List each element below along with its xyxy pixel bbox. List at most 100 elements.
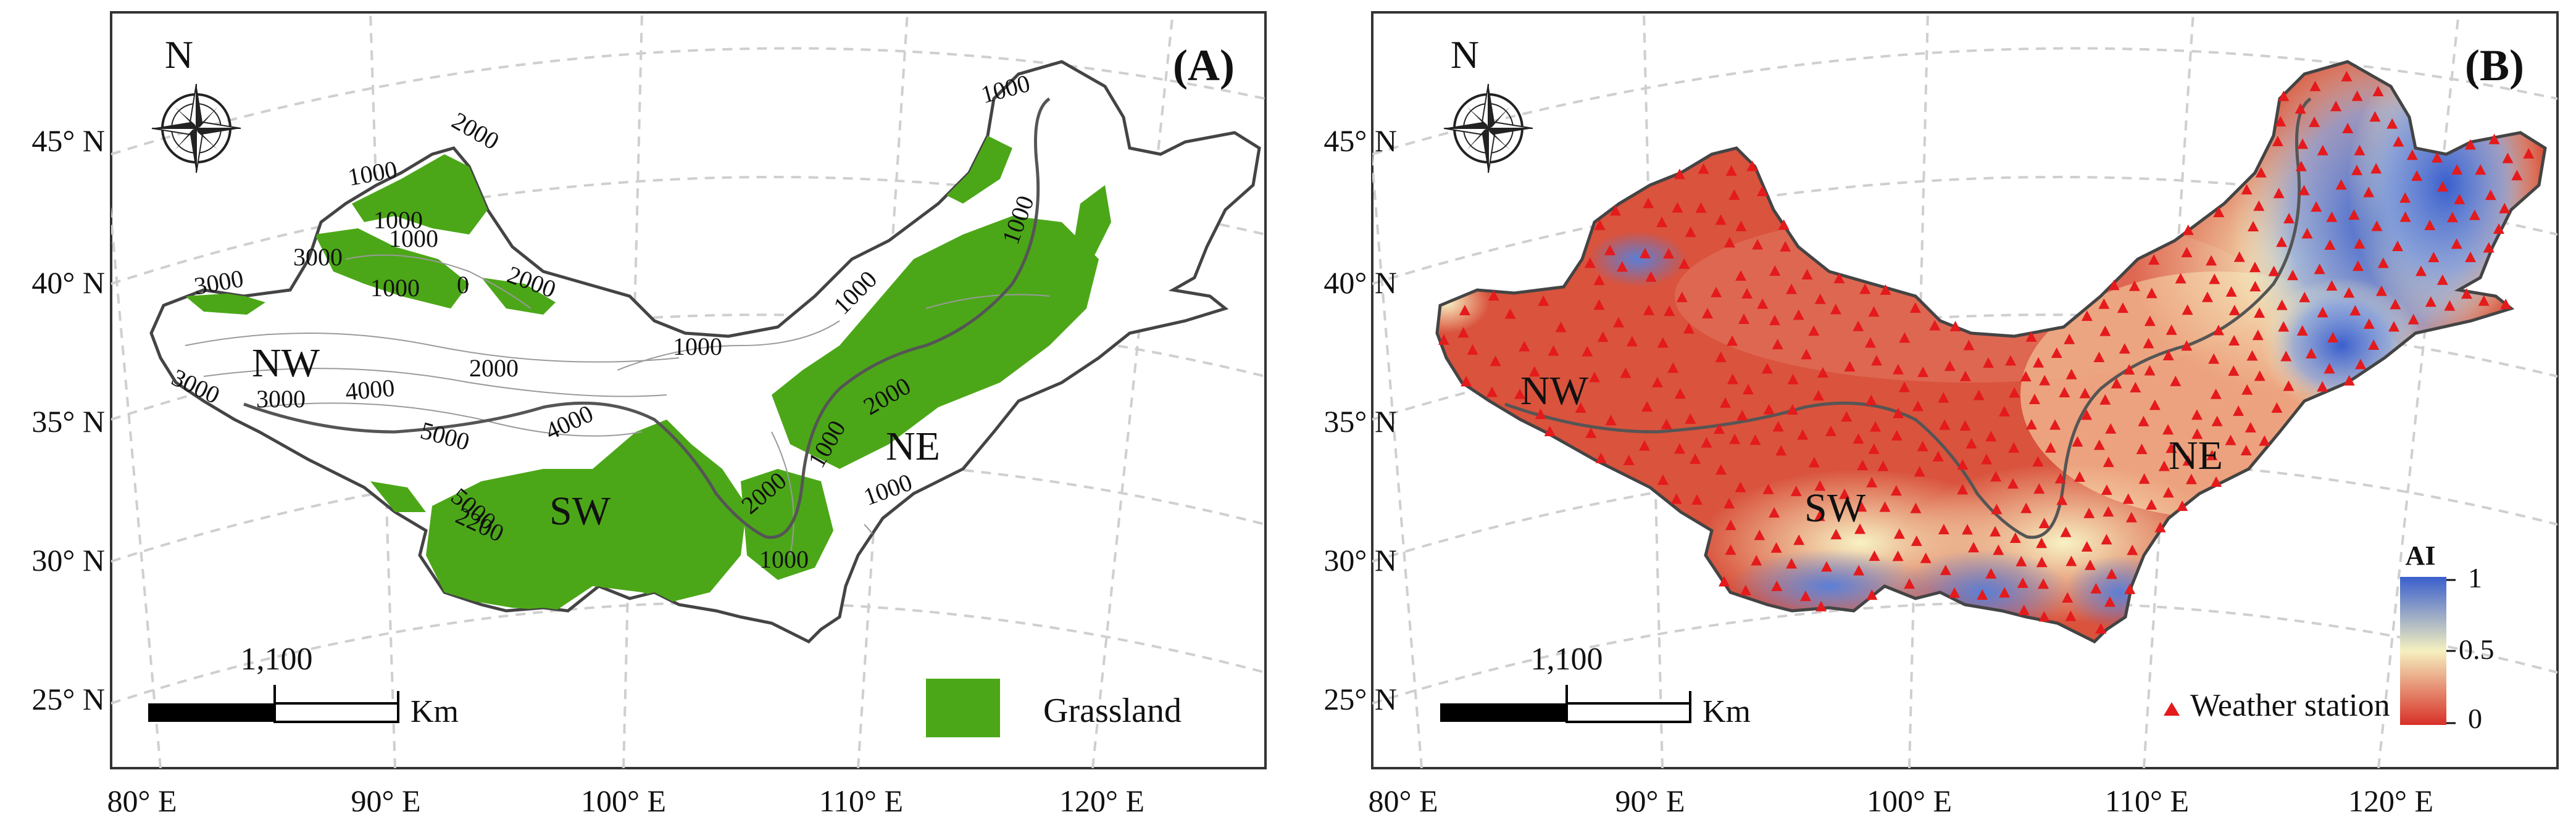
weather-station-marker: [2330, 101, 2342, 112]
weather-station-marker: [2181, 340, 2193, 351]
weather-station-marker: [1643, 197, 1654, 209]
region-label-ne: NE: [2169, 433, 2223, 478]
weather-station-marker: [1770, 542, 1782, 553]
weather-station-marker: [1584, 257, 1596, 268]
panel-label: (B): [2465, 41, 2524, 90]
weather-station-marker: [2343, 287, 2355, 298]
weather-station-marker: [1741, 288, 1753, 299]
weather-station-marker: [1711, 286, 1722, 297]
weather-station-marker: [2446, 212, 2458, 223]
weather-station-marker: [1857, 460, 1869, 471]
weather-station-marker: [1990, 526, 2001, 537]
weather-station-marker: [2143, 337, 2154, 349]
contour-label: 1000: [373, 206, 423, 234]
weather-station-marker: [2136, 444, 2148, 455]
weather-station-marker: [1940, 565, 1951, 576]
weather-station-marker: [2276, 299, 2288, 310]
weather-station-marker: [2309, 80, 2321, 91]
map-panel-a: 2000 1000 1000 3000 3000 1000 2000 0 100…: [31, 11, 1267, 818]
station-marker-icon: [2164, 702, 2180, 716]
lat-label: 40° N: [31, 265, 105, 300]
lon-label: 100° E: [1867, 784, 1952, 818]
weather-station-marker: [1833, 273, 1845, 284]
weather-station-marker: [2083, 507, 2095, 518]
weather-station-marker: [2081, 409, 2093, 420]
weather-station-marker: [2375, 285, 2387, 296]
weather-station-marker: [1672, 202, 1683, 213]
weather-station-marker: [2342, 122, 2354, 133]
weather-station-marker: [1877, 460, 1889, 471]
weather-station-marker: [2475, 164, 2486, 175]
weather-station-marker: [1866, 589, 1878, 600]
weather-station-marker: [2254, 370, 2265, 381]
weather-station-marker: [1459, 305, 1470, 316]
weather-station-marker: [2298, 184, 2310, 196]
legend-label-grassland: Grassland: [1043, 692, 1182, 730]
weather-station-marker: [1593, 299, 1605, 310]
weather-station-marker: [2363, 186, 2375, 197]
weather-station-marker: [1909, 302, 1921, 313]
lat-label: 45° N: [1323, 123, 1397, 158]
weather-station-marker: [1868, 443, 1880, 454]
weather-station-marker: [2287, 270, 2299, 281]
weather-station-marker: [1691, 494, 1703, 505]
weather-station-marker: [2335, 179, 2347, 190]
weather-station-marker: [2149, 399, 2161, 410]
region-label-nw: NW: [252, 341, 320, 386]
weather-station-marker: [1944, 360, 1956, 371]
scale-value: 1,100: [241, 642, 313, 677]
weather-station-marker: [2064, 333, 2075, 344]
weather-station-marker: [2349, 305, 2361, 316]
north-label: N: [165, 33, 193, 77]
weather-station-marker: [2278, 90, 2290, 101]
weather-station-marker: [2119, 343, 2130, 354]
weather-station-marker: [2326, 279, 2338, 291]
weather-stations: [1438, 70, 2535, 634]
weather-station-marker: [2355, 358, 2367, 370]
weather-station-marker: [2465, 251, 2477, 262]
weather-station-marker: [1869, 421, 1881, 432]
weather-station-marker: [2436, 181, 2448, 192]
weather-station-marker: [1775, 445, 1787, 456]
contour-label: 1000: [673, 333, 722, 360]
weather-station-marker: [1548, 345, 1559, 356]
lat-label: 25° N: [31, 682, 105, 716]
colorbar-tick: 0: [2468, 703, 2482, 734]
weather-station-marker: [2233, 405, 2245, 416]
weather-station-marker: [2008, 442, 2020, 453]
weather-station-marker: [2103, 506, 2114, 517]
weather-station-marker: [2098, 298, 2110, 309]
weather-station-marker: [2099, 394, 2111, 405]
weather-station-marker: [1683, 323, 1694, 334]
weather-station-marker: [1729, 433, 1741, 444]
weather-station-marker: [2272, 136, 2283, 147]
weather-station-marker: [2351, 164, 2362, 175]
weather-station-marker: [2036, 537, 2048, 549]
weather-station-marker: [2125, 511, 2137, 523]
region-labels: NW SW NE: [252, 341, 940, 534]
weather-station-marker: [2488, 133, 2500, 144]
panel-label: (A): [1173, 41, 1235, 90]
weather-station-marker: [1604, 244, 1616, 255]
weather-station-marker: [2228, 334, 2240, 346]
colorbar-ramp: [2400, 577, 2446, 725]
weather-station-marker: [2317, 381, 2328, 392]
weather-station-marker: [2324, 239, 2336, 250]
weather-station-marker: [1985, 431, 1997, 442]
contour-label: 1000: [389, 225, 438, 252]
weather-station-marker: [1998, 405, 2010, 416]
weather-station-marker: [2206, 450, 2218, 461]
weather-station-marker: [2038, 518, 2050, 529]
weather-station-marker: [1871, 355, 1883, 366]
weather-station-marker: [2211, 476, 2222, 487]
region-boundary: [243, 97, 1051, 539]
weather-station-marker: [1605, 415, 1617, 426]
weather-station-marker: [2424, 219, 2436, 230]
weather-station-marker: [2009, 387, 2020, 398]
weather-station-marker: [1985, 568, 1997, 579]
weather-station-marker: [1490, 355, 1501, 366]
weather-station-marker: [1808, 457, 1820, 468]
weather-station-marker: [1977, 589, 1988, 600]
weather-station-marker: [2162, 349, 2174, 360]
weather-station-marker: [2177, 500, 2188, 511]
